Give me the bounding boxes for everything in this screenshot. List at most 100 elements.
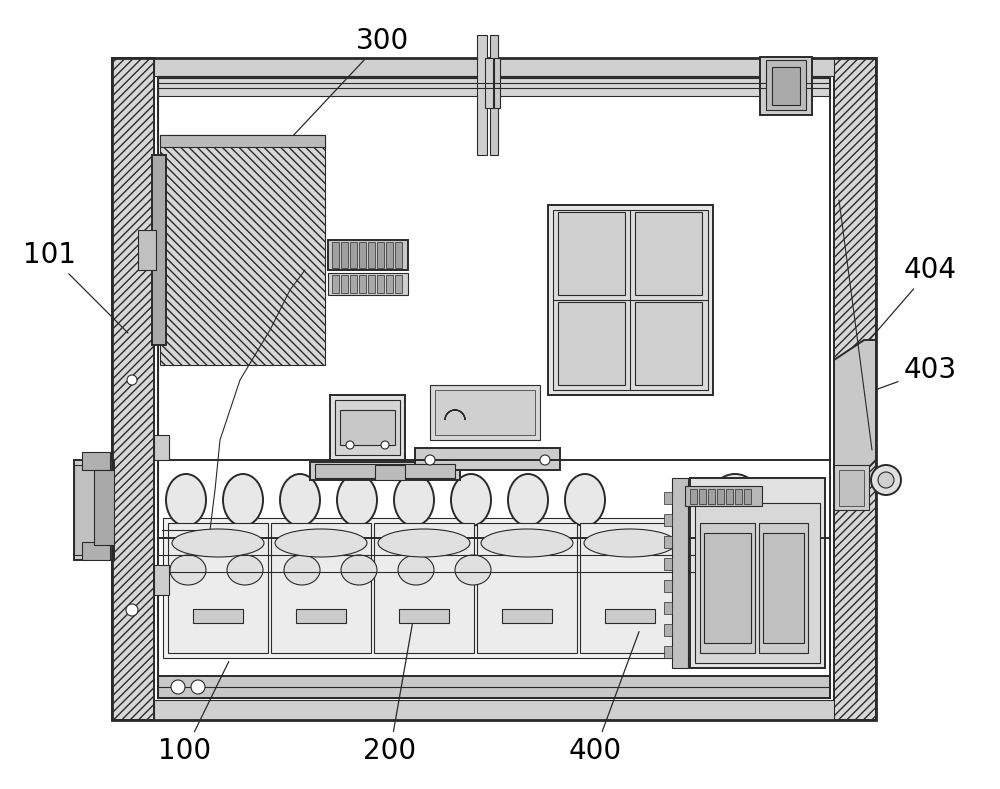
Bar [138, 230, 156, 270]
Polygon shape [834, 340, 876, 480]
Ellipse shape [451, 474, 491, 526]
Bar [690, 489, 697, 504]
Bar [839, 470, 864, 506]
Bar [152, 155, 166, 345]
Bar [340, 410, 395, 445]
Circle shape [878, 472, 894, 488]
Bar [772, 67, 800, 105]
Bar [395, 275, 402, 293]
Bar [74, 465, 109, 555]
Circle shape [425, 455, 435, 465]
Bar [296, 609, 346, 623]
Ellipse shape [223, 474, 263, 526]
Bar [553, 210, 708, 390]
Ellipse shape [455, 555, 491, 585]
Polygon shape [375, 465, 405, 480]
Bar [700, 523, 755, 653]
Text: 300: 300 [292, 27, 409, 137]
Text: 200: 200 [363, 611, 417, 765]
Bar [271, 523, 371, 653]
Bar [82, 452, 110, 470]
Bar [664, 580, 672, 592]
Circle shape [171, 680, 185, 694]
Bar [193, 609, 243, 623]
Bar [763, 533, 804, 643]
Bar [695, 503, 820, 663]
Bar [744, 489, 751, 504]
Bar [834, 465, 869, 510]
Bar [834, 58, 876, 720]
Bar [664, 492, 672, 504]
Bar [485, 58, 493, 108]
Bar [168, 523, 268, 653]
Bar [664, 646, 672, 658]
Ellipse shape [398, 555, 434, 585]
Bar [430, 385, 540, 440]
Bar [112, 58, 154, 720]
Ellipse shape [481, 529, 573, 557]
Bar [158, 676, 830, 698]
Bar [415, 448, 560, 470]
Ellipse shape [341, 555, 377, 585]
Circle shape [191, 680, 205, 694]
Bar [350, 275, 357, 293]
Bar [158, 78, 830, 96]
Circle shape [127, 375, 137, 385]
Bar [635, 212, 702, 295]
Bar [154, 435, 169, 460]
Bar [386, 275, 393, 293]
Text: 403: 403 [878, 356, 957, 389]
Bar [386, 242, 393, 268]
Bar [664, 514, 672, 526]
Bar [335, 400, 400, 455]
Bar [330, 395, 405, 460]
Bar [672, 478, 688, 668]
Bar [760, 57, 812, 115]
Circle shape [126, 604, 138, 616]
Bar [477, 35, 487, 155]
Bar [154, 58, 834, 76]
Ellipse shape [284, 555, 320, 585]
Bar [502, 609, 552, 623]
Bar [766, 60, 806, 110]
Ellipse shape [172, 529, 264, 557]
Bar [82, 542, 110, 560]
Bar [704, 533, 751, 643]
Ellipse shape [508, 474, 548, 526]
Bar [664, 558, 672, 570]
Bar [112, 58, 876, 720]
Ellipse shape [378, 529, 470, 557]
Bar [163, 518, 690, 658]
Ellipse shape [275, 529, 367, 557]
Text: 404: 404 [867, 256, 956, 343]
Bar [735, 489, 742, 504]
Bar [558, 302, 625, 385]
Bar [399, 609, 449, 623]
Bar [350, 242, 357, 268]
Bar [558, 212, 625, 295]
Bar [341, 242, 348, 268]
Bar [310, 462, 460, 480]
Text: 100: 100 [158, 661, 229, 765]
Bar [328, 240, 408, 270]
Bar [759, 523, 808, 653]
Bar [664, 536, 672, 548]
Text: 101: 101 [24, 241, 128, 333]
Bar [154, 565, 169, 595]
Bar [580, 523, 680, 653]
Bar [341, 275, 348, 293]
Ellipse shape [710, 474, 760, 526]
Bar [359, 242, 366, 268]
Bar [359, 275, 366, 293]
Bar [377, 275, 384, 293]
Bar [332, 275, 339, 293]
Bar [664, 602, 672, 614]
Ellipse shape [337, 474, 377, 526]
Bar [154, 700, 834, 720]
Bar [368, 275, 375, 293]
Bar [490, 35, 498, 155]
Bar [395, 242, 402, 268]
Bar [477, 523, 577, 653]
Bar [699, 489, 706, 504]
Bar [94, 470, 114, 545]
